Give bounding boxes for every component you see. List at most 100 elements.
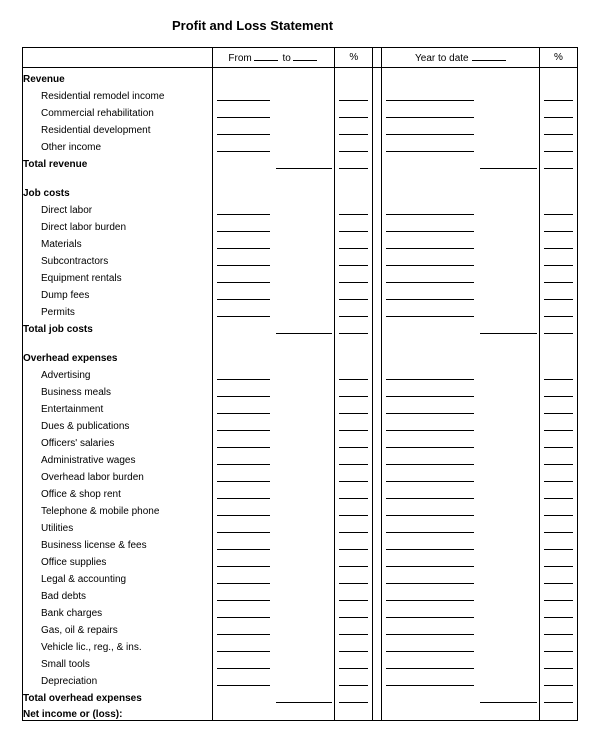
input-blank[interactable] [544, 454, 573, 465]
header-to-blank[interactable] [293, 52, 317, 61]
input-blank[interactable] [339, 204, 368, 215]
input-blank[interactable] [544, 658, 573, 669]
input-blank[interactable] [386, 658, 475, 669]
input-blank[interactable] [217, 204, 270, 215]
input-blank[interactable] [544, 505, 573, 516]
input-blank[interactable] [544, 141, 573, 152]
input-blank[interactable] [544, 369, 573, 380]
input-blank[interactable] [217, 539, 270, 550]
input-blank[interactable] [544, 539, 573, 550]
input-blank[interactable] [217, 471, 270, 482]
input-blank[interactable] [339, 420, 368, 431]
input-blank[interactable] [339, 539, 368, 550]
input-blank[interactable] [544, 204, 573, 215]
input-blank[interactable] [386, 90, 475, 101]
input-blank[interactable] [386, 488, 475, 499]
input-blank[interactable] [386, 573, 475, 584]
input-blank[interactable] [339, 221, 368, 232]
input-blank[interactable] [544, 590, 573, 601]
input-blank[interactable] [339, 238, 368, 249]
input-blank[interactable] [339, 505, 368, 516]
input-blank[interactable] [339, 573, 368, 584]
input-blank[interactable] [217, 221, 270, 232]
input-blank[interactable] [386, 454, 475, 465]
input-blank[interactable] [339, 403, 368, 414]
input-blank[interactable] [217, 306, 270, 317]
input-blank[interactable] [386, 238, 475, 249]
input-blank[interactable] [544, 124, 573, 135]
input-blank[interactable] [339, 306, 368, 317]
input-blank[interactable] [339, 386, 368, 397]
input-blank[interactable] [217, 107, 270, 118]
input-blank[interactable] [386, 420, 475, 431]
input-blank[interactable] [339, 641, 368, 652]
input-blank[interactable] [386, 471, 475, 482]
input-blank[interactable] [339, 323, 368, 334]
input-blank[interactable] [480, 158, 537, 169]
input-blank[interactable] [276, 692, 333, 703]
input-blank[interactable] [386, 221, 475, 232]
input-blank[interactable] [544, 306, 573, 317]
input-blank[interactable] [217, 624, 270, 635]
input-blank[interactable] [217, 289, 270, 300]
input-blank[interactable] [386, 141, 475, 152]
input-blank[interactable] [217, 238, 270, 249]
input-blank[interactable] [217, 658, 270, 669]
input-blank[interactable] [339, 369, 368, 380]
input-blank[interactable] [544, 556, 573, 567]
input-blank[interactable] [217, 454, 270, 465]
input-blank[interactable] [544, 522, 573, 533]
input-blank[interactable] [217, 255, 270, 266]
input-blank[interactable] [386, 124, 475, 135]
input-blank[interactable] [544, 90, 573, 101]
input-blank[interactable] [386, 641, 475, 652]
input-blank[interactable] [544, 255, 573, 266]
input-blank[interactable] [339, 590, 368, 601]
input-blank[interactable] [217, 437, 270, 448]
input-blank[interactable] [544, 158, 573, 169]
input-blank[interactable] [217, 272, 270, 283]
input-blank[interactable] [544, 289, 573, 300]
input-blank[interactable] [339, 437, 368, 448]
input-blank[interactable] [339, 675, 368, 686]
input-blank[interactable] [339, 289, 368, 300]
input-blank[interactable] [544, 386, 573, 397]
input-blank[interactable] [386, 272, 475, 283]
input-blank[interactable] [544, 238, 573, 249]
input-blank[interactable] [276, 158, 333, 169]
input-blank[interactable] [339, 556, 368, 567]
input-blank[interactable] [386, 204, 475, 215]
input-blank[interactable] [217, 90, 270, 101]
input-blank[interactable] [386, 556, 475, 567]
input-blank[interactable] [339, 107, 368, 118]
input-blank[interactable] [544, 641, 573, 652]
input-blank[interactable] [339, 124, 368, 135]
input-blank[interactable] [544, 221, 573, 232]
input-blank[interactable] [386, 107, 475, 118]
input-blank[interactable] [217, 641, 270, 652]
input-blank[interactable] [339, 488, 368, 499]
input-blank[interactable] [339, 624, 368, 635]
input-blank[interactable] [217, 522, 270, 533]
input-blank[interactable] [386, 403, 475, 414]
input-blank[interactable] [339, 454, 368, 465]
input-blank[interactable] [544, 607, 573, 618]
input-blank[interactable] [339, 158, 368, 169]
input-blank[interactable] [386, 539, 475, 550]
input-blank[interactable] [217, 488, 270, 499]
input-blank[interactable] [386, 590, 475, 601]
input-blank[interactable] [217, 141, 270, 152]
input-blank[interactable] [217, 420, 270, 431]
input-blank[interactable] [386, 607, 475, 618]
input-blank[interactable] [544, 420, 573, 431]
input-blank[interactable] [544, 675, 573, 686]
input-blank[interactable] [386, 505, 475, 516]
input-blank[interactable] [339, 255, 368, 266]
input-blank[interactable] [544, 573, 573, 584]
input-blank[interactable] [386, 289, 475, 300]
input-blank[interactable] [544, 272, 573, 283]
input-blank[interactable] [276, 323, 333, 334]
input-blank[interactable] [544, 437, 573, 448]
input-blank[interactable] [339, 607, 368, 618]
input-blank[interactable] [217, 590, 270, 601]
